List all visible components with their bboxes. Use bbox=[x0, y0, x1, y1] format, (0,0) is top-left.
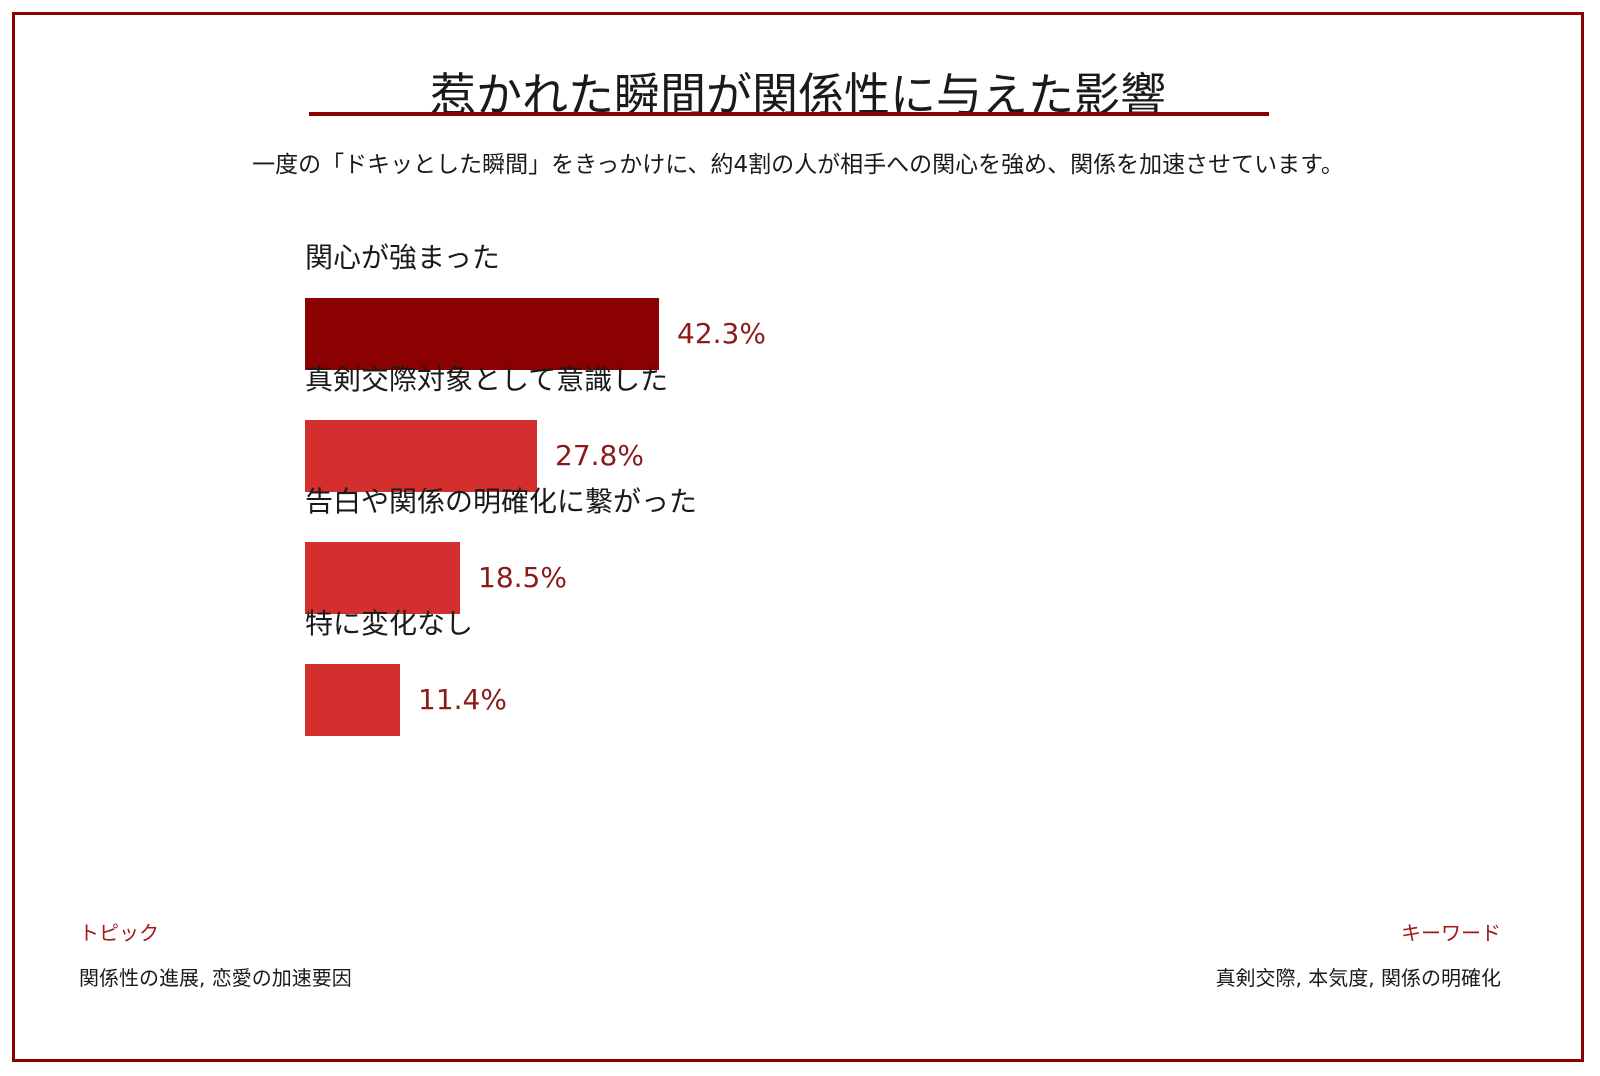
page-title: 惹かれた瞬間が関係性に与えた影響 bbox=[430, 68, 1166, 122]
bar bbox=[305, 664, 400, 736]
card-frame: 惹かれた瞬間が関係性に与えた影響 一度の「ドキッとした瞬間」をきっかけに、約4割… bbox=[12, 12, 1584, 1062]
bar-label: 真剣交際対象として意識した bbox=[305, 363, 669, 396]
bar bbox=[305, 542, 460, 614]
bar-chart: 関心が強まった 42.3% 真剣交際対象として意識した 27.8% 告白や関係の明確化に… bbox=[305, 240, 1205, 740]
bar bbox=[305, 420, 537, 492]
bar-value-label: 11.4% bbox=[418, 683, 507, 716]
bar-label: 特に変化なし bbox=[305, 607, 474, 640]
bar-label: 関心が強まった bbox=[305, 241, 500, 274]
page-subtitle: 一度の「ドキッとした瞬間」をきっかけに、約4割の人が相手への関心を強め、関係を加… bbox=[252, 152, 1344, 178]
bar-value-label: 42.3% bbox=[677, 317, 766, 350]
keyword-text: 真剣交際, 本気度, 関係の明確化 bbox=[1215, 966, 1501, 990]
bar-label: 告白や関係の明確化に繋がった bbox=[305, 485, 698, 518]
title-underline bbox=[309, 112, 1269, 116]
topic-heading: トピック bbox=[79, 921, 159, 945]
keyword-heading: キーワード bbox=[1401, 921, 1501, 945]
bar-value-label: 27.8% bbox=[555, 439, 644, 472]
bar bbox=[305, 298, 659, 370]
topic-text: 関係性の進展, 恋愛の加速要因 bbox=[79, 966, 352, 990]
bar-value-label: 18.5% bbox=[478, 561, 567, 594]
